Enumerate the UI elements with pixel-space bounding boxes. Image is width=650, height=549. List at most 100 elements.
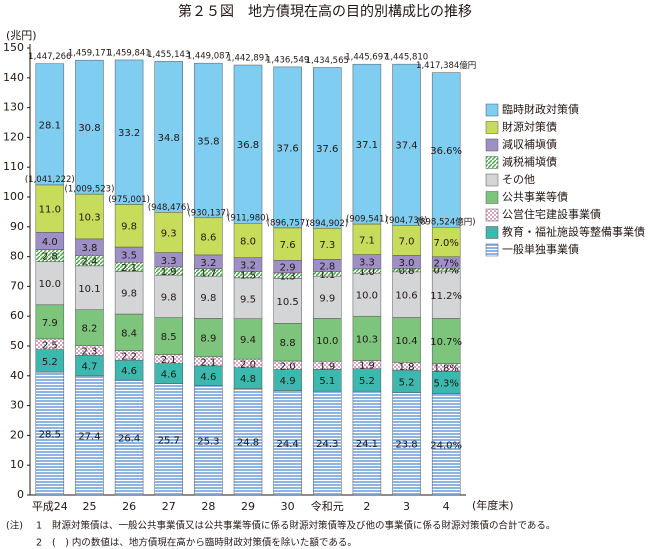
legend-swatch [485, 121, 499, 134]
data-label: 24.0% [430, 440, 462, 451]
bar-segment [35, 184, 65, 233]
note: ( ) 内の数値は、地方債現在高から臨時財政対策債を除いた額である。 [52, 537, 357, 549]
bar-segment [75, 265, 104, 311]
x-tick-label: 3 [403, 500, 410, 513]
data-label: 24.8 [237, 438, 259, 449]
data-label: 4.6 [121, 366, 137, 377]
bar-segment [194, 217, 223, 256]
total-label: 1,436,549 [266, 55, 309, 65]
bar-segment [114, 379, 144, 496]
bar-segment [313, 67, 342, 229]
data-label: 2.7% [433, 258, 458, 269]
total-label: 1,459,841 [107, 48, 150, 58]
data-label: 10.6 [395, 291, 417, 302]
data-label: 7.0% [433, 238, 458, 249]
data-label: 24.1 [356, 439, 378, 450]
x-unit: (年度末) [472, 498, 514, 512]
bar-segment [114, 59, 144, 205]
data-label: 5.2 [399, 377, 415, 388]
data-label: 37.1 [356, 140, 378, 151]
data-label: 8.5 [161, 332, 177, 343]
y-tick-label: 60 [10, 309, 24, 322]
data-label: 25.3 [197, 436, 219, 447]
legend-swatch [485, 103, 499, 117]
excl-total-label: (930,137) [187, 208, 229, 218]
excl-total-label: (904,736) [386, 216, 428, 226]
data-label: 33.2 [118, 128, 140, 139]
data-label: 3.2 [200, 258, 216, 269]
bar-segment [233, 388, 263, 496]
total-label: 1,449,087 [187, 52, 230, 62]
x-tick-label: 28 [201, 500, 215, 513]
data-label: 37.6 [316, 144, 338, 155]
y-tick-label: 130 [3, 101, 24, 114]
excl-total-label: (896,757) [267, 218, 309, 228]
note: 1 [36, 521, 42, 532]
bar-segment [194, 385, 223, 496]
data-label: 34.8 [158, 133, 180, 144]
y-tick-label: 140 [3, 71, 24, 84]
excl-total-label: (909,541) [346, 214, 388, 224]
legend-swatch [485, 243, 499, 257]
data-label: 2.4 [82, 257, 98, 268]
data-label: 9.8 [121, 222, 137, 233]
data-label: 9.8 [121, 289, 137, 300]
legend-label: 一般単独事業債 [502, 242, 579, 256]
x-tick-label: 26 [122, 500, 136, 513]
data-label: 2.8 [42, 252, 58, 263]
x-tick-label: 30 [281, 500, 295, 513]
data-label: 5.3% [433, 378, 458, 389]
legend-swatch [485, 208, 499, 222]
bar-segment [313, 390, 342, 496]
data-label: 28.1 [39, 120, 61, 131]
data-label: 9.5 [240, 294, 256, 305]
x-tick-label: 4 [443, 500, 450, 513]
excl-total-label: (898,524億円) [417, 217, 476, 228]
excl-total-label: (948,476) [148, 203, 190, 213]
data-label: 10.0 [39, 279, 61, 290]
data-label: 35.8 [197, 136, 219, 147]
data-label: 2.5 [42, 340, 58, 351]
x-tick-label: 29 [241, 500, 255, 513]
data-label: 11.0 [39, 205, 61, 216]
data-label: 10.4 [395, 336, 417, 347]
bar-segment [431, 393, 461, 496]
data-label: 8.0 [240, 236, 256, 247]
data-label: 3.8 [82, 243, 98, 254]
data-label: 10.3 [78, 212, 100, 223]
data-label: 23.8 [395, 440, 417, 451]
data-label: 1.8 [399, 362, 415, 373]
note: 財源対策債は、一般公共事業債又は公共事業等債に係る財源対策債等及び他の事業債に係… [52, 520, 555, 532]
data-label: 0.7% [433, 266, 458, 277]
total-label: 1,434,565 [306, 56, 349, 66]
x-tick-label: 2 [363, 500, 370, 513]
data-label: 1.3 [280, 272, 296, 283]
x-tick-label: 令和元 [311, 499, 344, 513]
legend-swatch [485, 191, 499, 204]
bar-segment [352, 223, 382, 255]
data-label: 26.4 [118, 434, 140, 445]
y-tick-label: 80 [10, 250, 24, 263]
total-label: 1,445,697 [345, 53, 388, 63]
data-label: 8.2 [82, 324, 98, 335]
data-label: 4.9 [280, 376, 296, 387]
bar-segment [75, 193, 104, 240]
data-label: 1.9 [161, 267, 177, 278]
bar-segment [233, 277, 263, 319]
data-label: 9.3 [161, 228, 177, 239]
y-tick-label: 70 [10, 279, 24, 292]
data-label: 3.3 [359, 258, 375, 269]
data-label: 2.2 [121, 351, 137, 362]
data-label: 2.1 [200, 357, 216, 368]
data-label: 1.0 [359, 267, 375, 278]
bar-segment [194, 62, 223, 219]
bar-segment [273, 323, 302, 362]
bar-segment [194, 318, 223, 358]
data-label: 2.0 [280, 361, 296, 372]
chart-title: 第２５図 地方債現在高の目的別構成比の推移 [178, 3, 472, 20]
data-label: 1.5 [240, 271, 256, 282]
data-label: 8.4 [121, 328, 137, 339]
data-label: 28.5 [39, 430, 61, 441]
data-label: 37.6 [277, 143, 299, 154]
data-label: 8.8 [280, 338, 296, 349]
